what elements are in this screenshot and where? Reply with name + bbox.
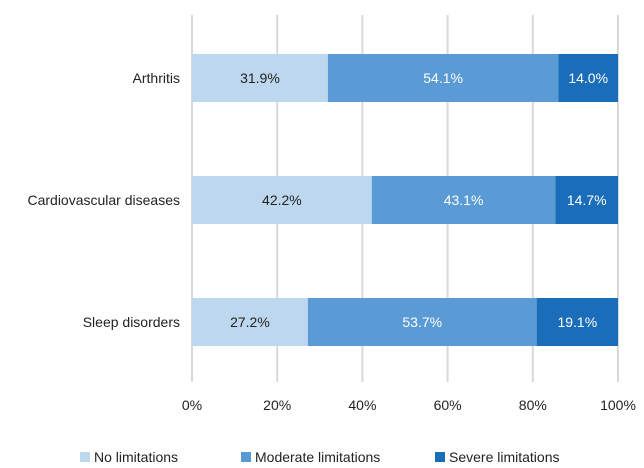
legend-item-no-limitations: No limitations <box>80 449 178 465</box>
data-label: 54.1% <box>423 70 463 86</box>
category-label: Arthritis <box>133 70 180 86</box>
x-axis-tick-labels: 0% 20% 40% 60% 80% 100% <box>182 397 636 413</box>
bar-segment-severe-limitations <box>558 54 618 102</box>
x-tick-label: 0% <box>182 397 202 413</box>
bar-segment-no-limitations <box>192 298 308 346</box>
data-label: 42.2% <box>262 192 302 208</box>
data-label: 31.9% <box>240 70 280 86</box>
legend-label: Moderate limitations <box>255 449 380 465</box>
legend-label: Severe limitations <box>449 449 560 465</box>
legend-label: No limitations <box>94 449 178 465</box>
legend-item-moderate-limitations: Moderate limitations <box>241 449 380 465</box>
bars: 31.9% 54.1% 14.0% 42.2% 43.1% 14.7% 27.2% 53.7%… <box>192 54 618 346</box>
legend-item-severe-limitations: Severe limitations <box>435 449 560 465</box>
x-tick-label: 40% <box>348 397 376 413</box>
bar-segment-moderate-limitations <box>307 298 537 346</box>
bar-segment-severe-limitations <box>555 176 618 224</box>
bar-segment-moderate-limitations <box>327 54 559 102</box>
legend-swatch <box>80 452 90 462</box>
data-label: 43.1% <box>444 192 484 208</box>
bar-segment-no-limitations <box>192 176 372 224</box>
bar-segment-severe-limitations <box>536 298 618 346</box>
category-labels: Arthritis Cardiovascular diseases Sleep di… <box>27 70 180 330</box>
data-label: 14.0% <box>568 70 608 86</box>
legend-swatch <box>241 452 251 462</box>
x-tick-label: 60% <box>434 397 462 413</box>
category-label: Cardiovascular diseases <box>27 192 180 208</box>
legend-swatch <box>435 452 445 462</box>
bar-segment-moderate-limitations <box>371 176 556 224</box>
bar-segment-no-limitations <box>192 54 328 102</box>
data-label: 53.7% <box>402 314 442 330</box>
legend: No limitations Moderate limitations Severe… <box>80 449 560 465</box>
data-label: 27.2% <box>230 314 270 330</box>
category-label: Sleep disorders <box>83 314 180 330</box>
data-label: 14.7% <box>567 192 607 208</box>
x-tick-label: 100% <box>600 397 636 413</box>
data-label: 19.1% <box>557 314 597 330</box>
x-tick-label: 20% <box>263 397 291 413</box>
x-tick-label: 80% <box>519 397 547 413</box>
